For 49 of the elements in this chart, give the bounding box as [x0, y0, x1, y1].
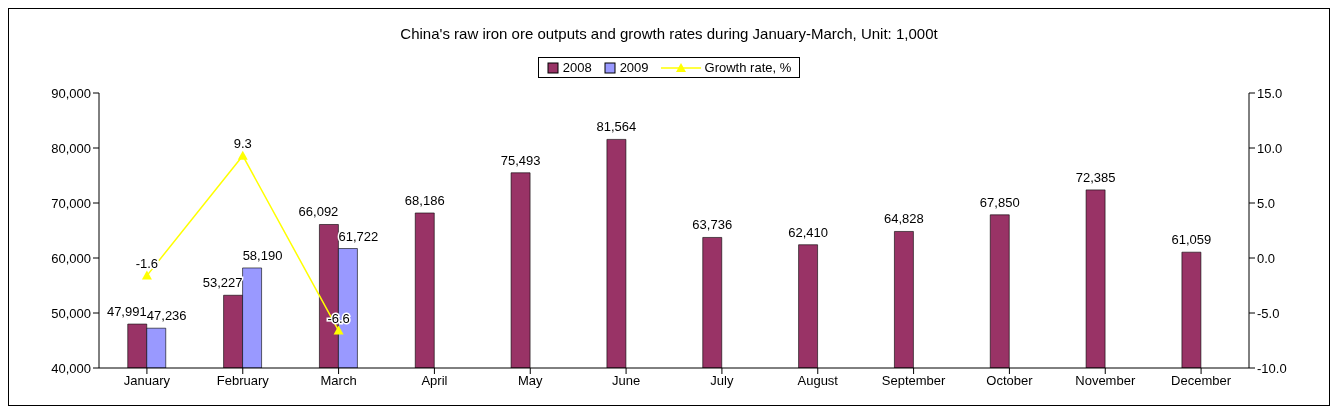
y-tick-label: 50,000 — [51, 305, 91, 321]
data-label: 81,564 — [596, 119, 637, 135]
data-label: 53,227 — [202, 275, 243, 291]
y-tick-label: 90,000 — [51, 85, 91, 101]
y-tick-label: 80,000 — [51, 140, 91, 156]
x-tick-label: July — [710, 373, 734, 389]
data-label: 72,385 — [1075, 169, 1116, 185]
data-label: 67,850 — [979, 194, 1020, 210]
data-label: 47,991 — [106, 304, 147, 320]
data-label: 9.3 — [233, 135, 252, 151]
y-tick-label: 40,000 — [51, 360, 91, 376]
y-tick-label: 70,000 — [51, 195, 91, 211]
point — [237, 150, 248, 160]
y2-tick-label: -5.0 — [1257, 305, 1280, 321]
legend-label: 2009 — [618, 60, 649, 75]
data-label: -1.6 — [135, 255, 159, 271]
x-tick-label: October — [986, 373, 1034, 389]
data-label: 64,828 — [884, 211, 924, 227]
data-label: 63,736 — [692, 217, 733, 233]
data-label: 68,186 — [404, 192, 445, 208]
x-tick-label: April — [421, 373, 448, 389]
y2-tick-label: 5.0 — [1257, 195, 1276, 211]
data-label: 66,092 — [298, 204, 339, 220]
y-tick-label: 60,000 — [51, 250, 91, 266]
y2-tick-label: 0.0 — [1257, 250, 1276, 266]
x-tick-label: September — [881, 373, 947, 389]
x-tick-label: May — [517, 373, 544, 389]
data-label: 75,493 — [500, 152, 541, 168]
x-tick-label: January — [123, 373, 171, 389]
data-label: -6.6 — [327, 310, 350, 326]
legend-label: Growth rate, % — [703, 60, 792, 75]
point — [141, 270, 152, 280]
point — [333, 325, 344, 335]
y2-tick-label: -10.0 — [1257, 360, 1287, 376]
y2-tick-label: 15.0 — [1257, 85, 1283, 101]
x-tick-label: February — [216, 373, 270, 389]
x-tick-label: March — [320, 373, 357, 389]
data-label: 58,190 — [242, 247, 283, 263]
data-label: 61,059 — [1171, 232, 1212, 248]
chart-title: China's raw iron ore outputs and growth rates during January-March, Unit: 1,000t — [399, 25, 939, 44]
x-tick-label: August — [797, 373, 839, 389]
legend-label: 2008 — [561, 60, 592, 75]
data-label: 61,722 — [338, 228, 379, 244]
y2-tick-label: 10.0 — [1257, 140, 1283, 156]
x-tick-label: June — [611, 373, 641, 389]
x-tick-label: December — [1171, 373, 1232, 389]
data-label: 47,236 — [146, 308, 187, 324]
x-tick-label: November — [1075, 373, 1136, 389]
data-label: 62,410 — [788, 224, 828, 240]
